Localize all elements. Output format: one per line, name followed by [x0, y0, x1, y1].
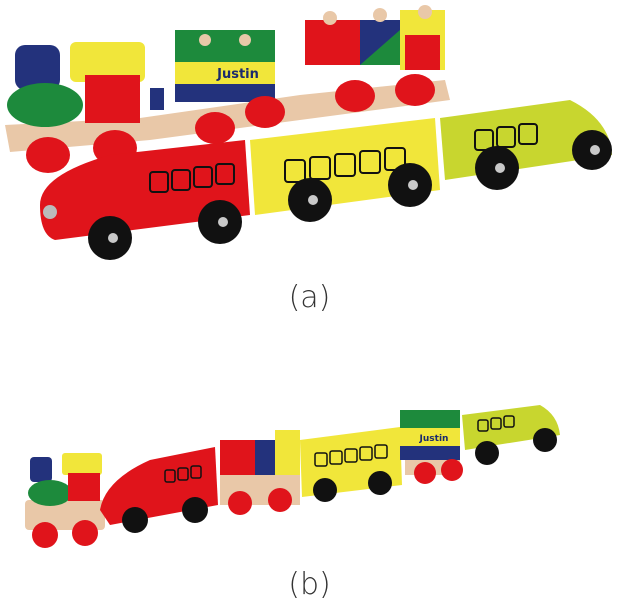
window-outlines [149, 123, 538, 193]
smokestack-block [15, 45, 60, 90]
engine-boiler [28, 480, 72, 506]
panel-b-image: Justin [0, 385, 619, 560]
black-wheels [122, 428, 557, 533]
engine-cab [68, 473, 100, 501]
name-text: Justin [216, 67, 259, 82]
window-outlines [164, 415, 515, 483]
block-yellow [275, 430, 300, 475]
yellow-name-block [175, 62, 275, 84]
block-red [220, 440, 255, 475]
wheel-hubs [108, 145, 600, 243]
red-block [305, 20, 360, 65]
green-block [400, 410, 460, 430]
smokestack [30, 457, 52, 482]
block-blue [255, 440, 275, 475]
green-block [175, 30, 275, 65]
wheel [195, 112, 235, 144]
green-triangle [360, 30, 400, 65]
wheel [245, 96, 285, 128]
peg [150, 88, 164, 110]
passenger-train-front [40, 100, 612, 260]
blue-block [175, 84, 275, 102]
name-text: Justin [419, 434, 449, 444]
stacking-train-back: Justin [5, 5, 450, 173]
panel-b-svg: Justin [25, 405, 560, 548]
wheel [26, 137, 70, 173]
wheel [335, 80, 375, 112]
blue-block [400, 446, 460, 460]
caption-a: (a) [288, 280, 331, 315]
panel-a-image: Justin [0, 0, 619, 270]
caption-b: (b) [288, 567, 331, 602]
red-block-2 [405, 35, 440, 70]
wheel [395, 74, 435, 106]
red-wheels [32, 459, 463, 548]
engine-roof [62, 453, 102, 475]
red-locomotive [40, 140, 250, 240]
panel-a-svg: Justin [5, 5, 612, 260]
engine-boiler [7, 83, 83, 127]
engine-roof [70, 42, 145, 82]
engine-cab [85, 75, 140, 123]
headlight [43, 205, 57, 219]
yellow-name-block [400, 428, 460, 446]
